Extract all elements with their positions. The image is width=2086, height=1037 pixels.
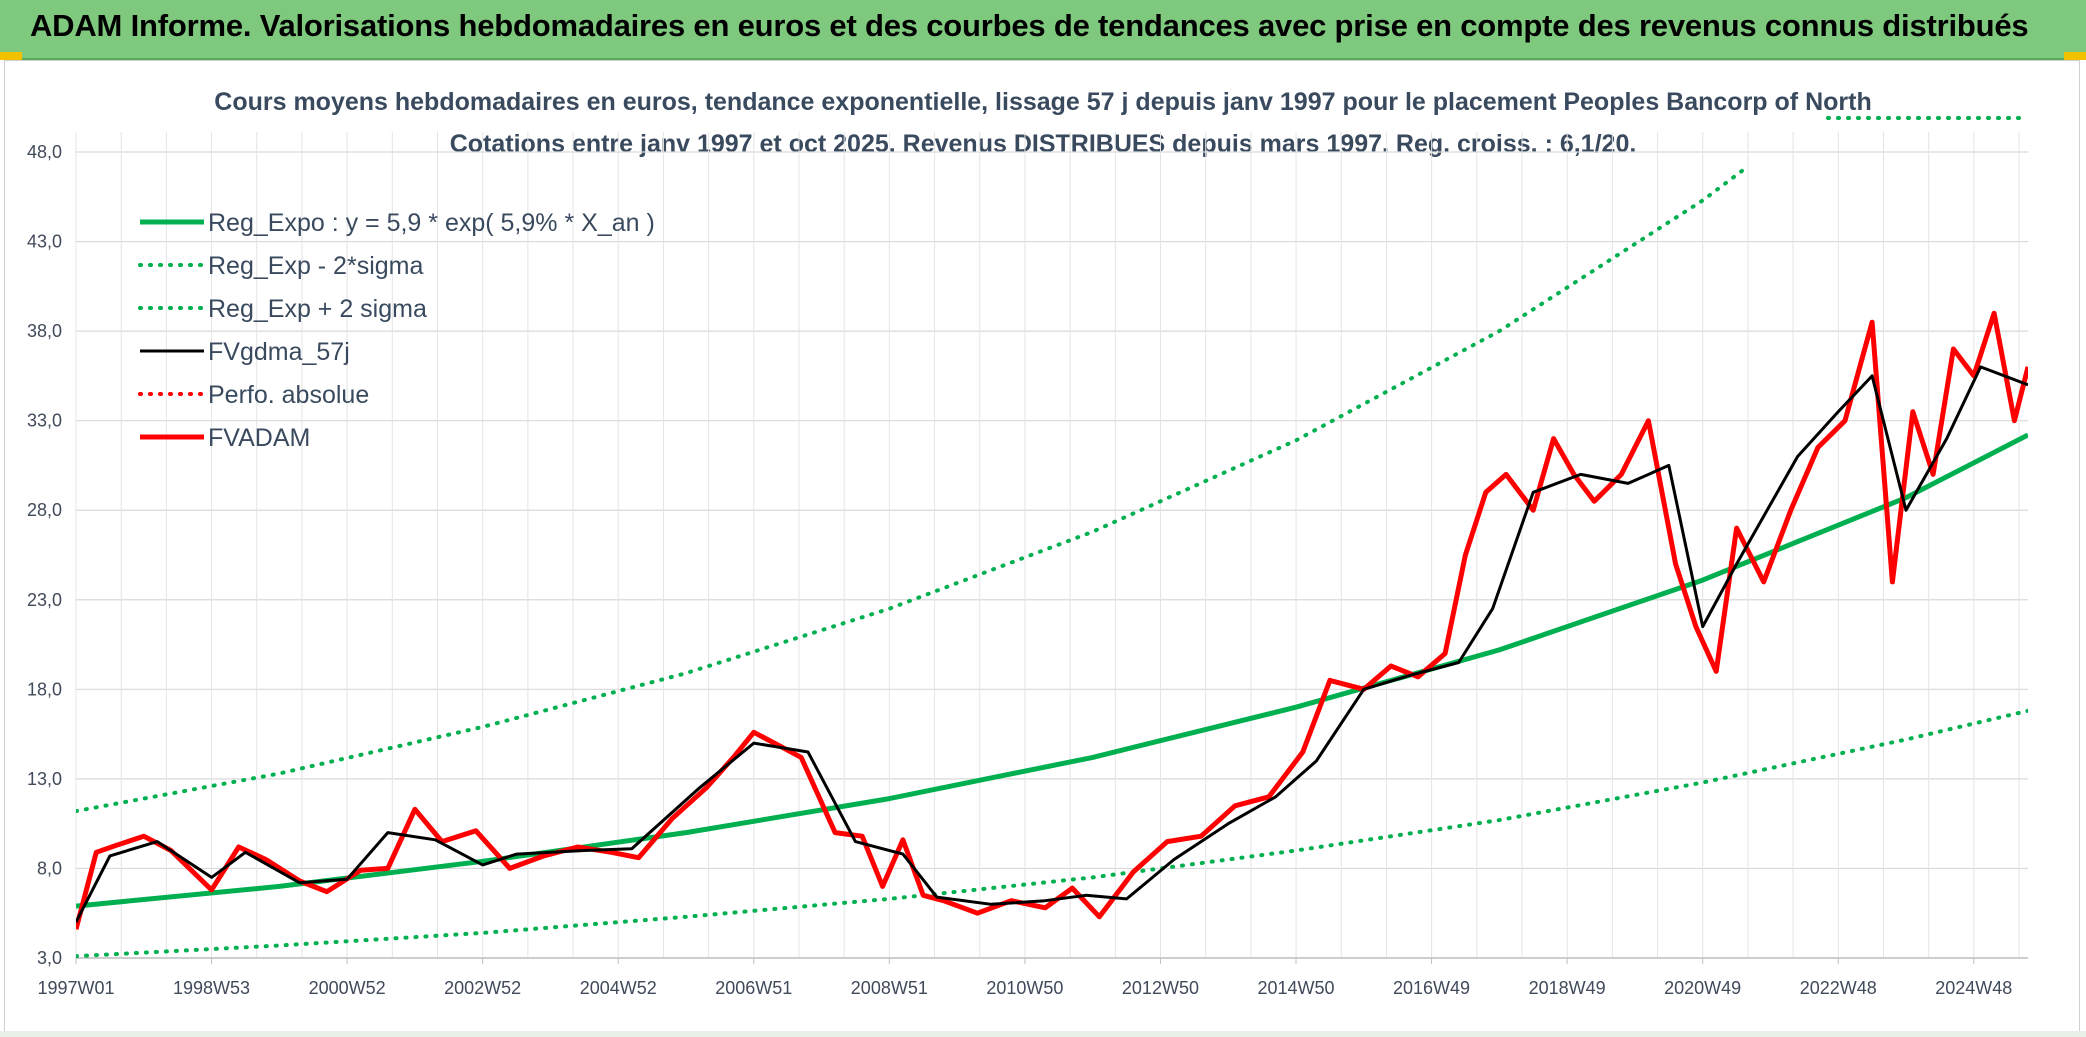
- bottom-strip: [0, 1031, 2086, 1037]
- y-tick-label: 23,0: [27, 590, 62, 610]
- legend-label: Reg_Exp - 2*sigma: [208, 252, 423, 280]
- series-layer: [76, 116, 2028, 958]
- y-tick-label: 38,0: [27, 321, 62, 341]
- x-tick-label: 2022W48: [1800, 978, 1877, 998]
- corner-marker: [0, 52, 22, 60]
- series-line-reg-exp-2-sigma: [76, 167, 1746, 814]
- x-tick-label: 2020W49: [1664, 978, 1741, 998]
- y-tick-label: 33,0: [27, 411, 62, 431]
- report-title: ADAM Informe. Valorisations hebdomadaire…: [30, 8, 2029, 43]
- y-tick-label: 13,0: [27, 769, 62, 789]
- y-tick-label: 28,0: [27, 500, 62, 520]
- x-tick-label: 2024W48: [1935, 978, 2012, 998]
- x-axis: 1997W01 1998W53 2000W52 2002W52 2004W52 2006W…: [37, 957, 2028, 998]
- x-tick-label: 2016W49: [1393, 978, 1470, 998]
- y-tick-label: 48,0: [27, 142, 62, 162]
- series-line-reg-exp-2-sigma: [76, 708, 2028, 958]
- legend-label: FVgdma_57j: [208, 338, 350, 366]
- legend-label: Reg_Expo : y = 5,9 * exp( 5,9% * X_an ): [208, 209, 655, 237]
- grid-lines: [75, 132, 2028, 959]
- corner-marker: [2064, 52, 2086, 60]
- y-tick-label: 43,0: [27, 232, 62, 252]
- legend-label: FVADAM: [208, 424, 310, 452]
- chart-subtitle: Cotations entre janv 1997 et oct 2025. R…: [449, 130, 1637, 158]
- x-tick-label: 2008W51: [851, 978, 928, 998]
- x-tick-label: 2010W50: [986, 978, 1063, 998]
- y-tick-label: 8,0: [37, 858, 62, 878]
- series-line-reg-expo-y-5-9-exp-5-9-x-an: [76, 432, 2028, 909]
- x-tick-label: 2018W49: [1529, 978, 1606, 998]
- x-tick-label: 1998W53: [173, 978, 250, 998]
- x-tick-label: 2004W52: [580, 978, 657, 998]
- legend: Reg_Expo : y = 5,9 * exp( 5,9% * X_an ) R…: [138, 209, 655, 452]
- y-axis: 3,0 8,0 13,0 18,0 23,0 28,0 33,0 38,0 43,0 48,0: [27, 142, 62, 968]
- x-tick-label: 1997W01: [37, 978, 114, 998]
- chart-title: Cours moyens hebdomadaires en euros, ten…: [214, 88, 1872, 116]
- x-tick-label: 2012W50: [1122, 978, 1199, 998]
- y-tick-label: 3,0: [37, 948, 62, 968]
- legend-label: Perfo. absolue: [208, 381, 369, 409]
- legend-label: Reg_Exp + 2 sigma: [208, 295, 427, 323]
- x-tick-label: 2002W52: [444, 978, 521, 998]
- y-tick-label: 18,0: [27, 679, 62, 699]
- x-tick-label: 2000W52: [309, 978, 386, 998]
- series-line-fvadam: [76, 310, 2028, 930]
- series-line-fvgdma-57j: [76, 365, 2028, 923]
- report-header: ADAM Informe. Valorisations hebdomadaire…: [0, 0, 2086, 60]
- x-tick-label: 2006W51: [715, 978, 792, 998]
- x-tick-label: 2014W50: [1257, 978, 1334, 998]
